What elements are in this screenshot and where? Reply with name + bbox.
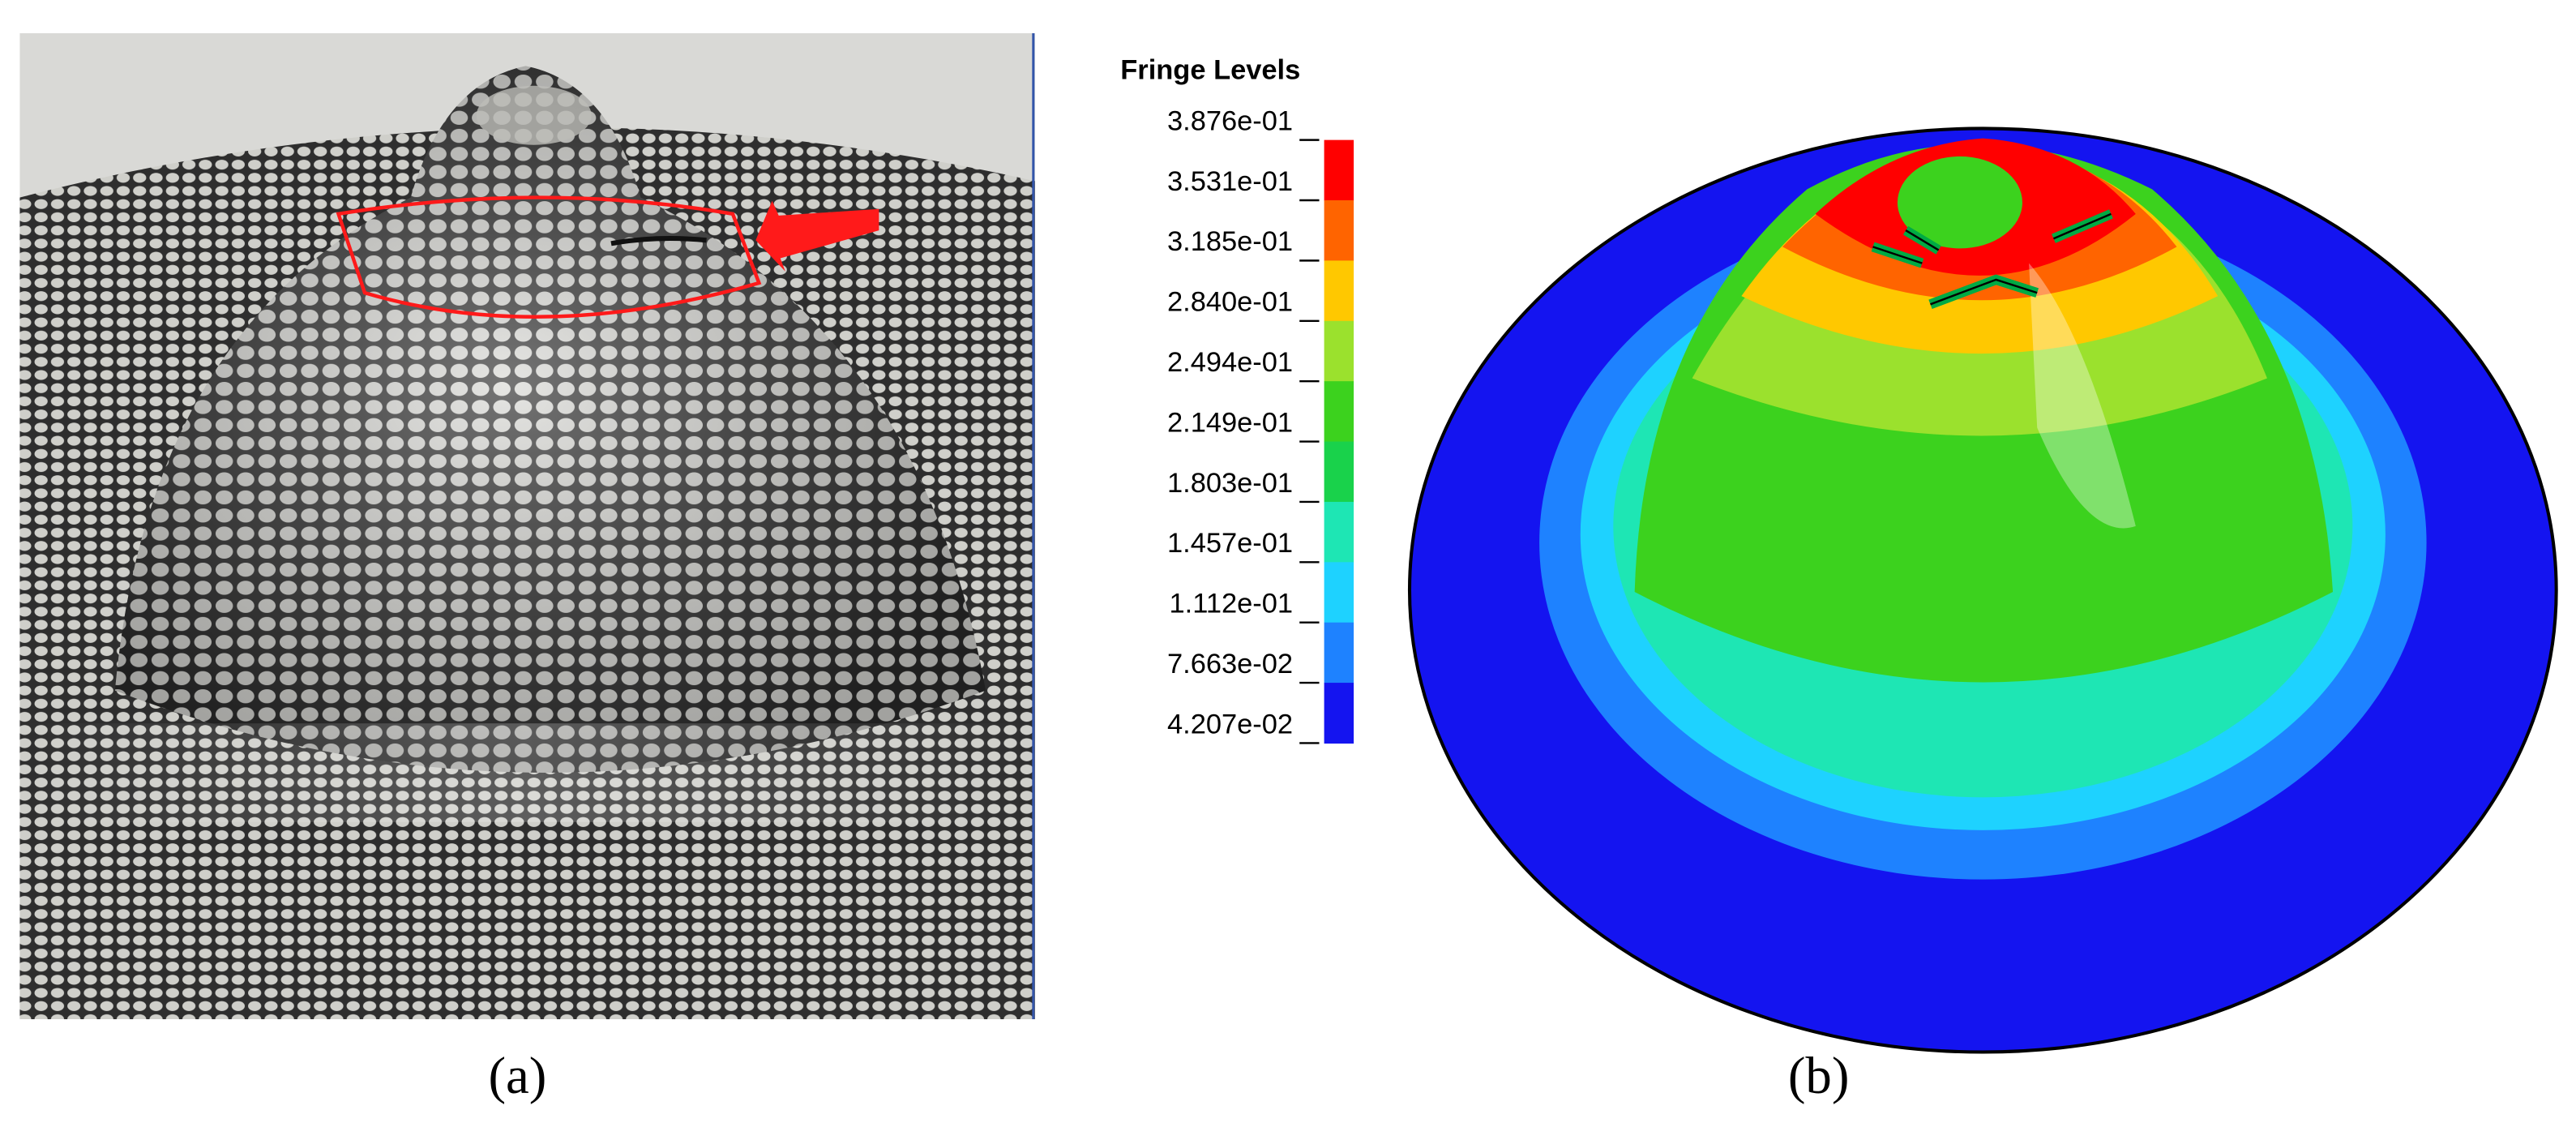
legend-swatch (1324, 320, 1354, 382)
legend-swatch (1324, 562, 1354, 624)
legend-swatch (1324, 260, 1354, 322)
legend-level: 3.876e-01 (1167, 105, 1293, 136)
legend-swatch (1324, 501, 1354, 563)
legend-swatch (1324, 441, 1354, 503)
legend: Fringe Levels 3.876e-01 3.531e-01 3.185e-0… (1120, 55, 1354, 744)
legend-level: 3.185e-01 (1167, 226, 1293, 257)
legend-swatch (1324, 381, 1354, 443)
legend-swatch (1324, 139, 1354, 201)
legend-swatch (1324, 622, 1354, 684)
legend-level: 2.149e-01 (1167, 407, 1293, 438)
legend-level: 1.457e-01 (1167, 528, 1293, 559)
contour-plot (1407, 126, 2558, 1054)
legend-level: 2.840e-01 (1167, 287, 1293, 318)
legend-level: 3.531e-01 (1167, 166, 1293, 197)
legend-swatch (1324, 683, 1354, 744)
legend-level: 7.663e-02 (1167, 649, 1293, 679)
legend-title: Fringe Levels (1120, 55, 1300, 86)
legend-level: 4.207e-02 (1167, 709, 1293, 739)
band (1897, 156, 2022, 249)
photo (19, 32, 1035, 1019)
caption: (a) (488, 1047, 546, 1105)
legend-level: 1.803e-01 (1167, 468, 1293, 499)
legend-level: 1.112e-01 (1170, 589, 1294, 619)
caption: (b) (1788, 1047, 1850, 1105)
legend-swatch (1324, 200, 1354, 262)
legend-level: 2.494e-01 (1167, 347, 1293, 378)
